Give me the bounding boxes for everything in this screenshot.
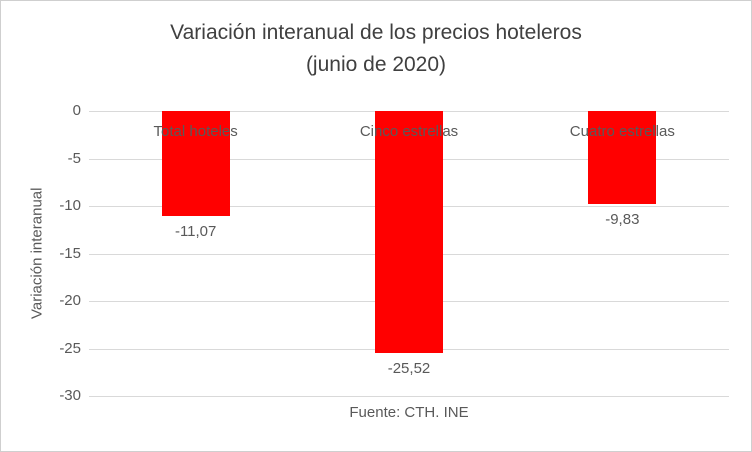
category-label: Cuatro estrellas: [569, 123, 675, 140]
value-label: -11,07: [174, 223, 217, 241]
y-tick-label: -30: [59, 387, 81, 404]
y-tick-label: -15: [59, 244, 81, 262]
y-tick-label: -5: [67, 149, 81, 167]
y-tick-label: -10: [59, 197, 81, 214]
category-label: Cinco estrellas: [359, 123, 459, 140]
plot-area: 0 -5 -10 -15 -20 -25 -30 Total hoteles -11,07 Cin…: [59, 102, 729, 404]
source-caption: Fuente: CTH. INE: [349, 404, 469, 421]
bar: [161, 111, 230, 217]
chart-title-line1: Variación interanual de los precios hote…: [170, 21, 582, 44]
bar: [375, 111, 443, 354]
bar: [588, 111, 657, 205]
gridline: [89, 396, 729, 397]
y-tick-label: 0: [72, 102, 81, 119]
value-label: -25,52: [387, 360, 431, 378]
category-label: Total hoteles: [153, 123, 238, 140]
chart-title-line2: (junio de 2020): [305, 53, 447, 76]
chart-title: Variación interanual de los precios hote…: [1, 17, 751, 81]
y-tick-label: -25: [59, 339, 81, 357]
value-label: -9,83: [605, 211, 640, 229]
y-tick-label: -20: [59, 292, 81, 309]
